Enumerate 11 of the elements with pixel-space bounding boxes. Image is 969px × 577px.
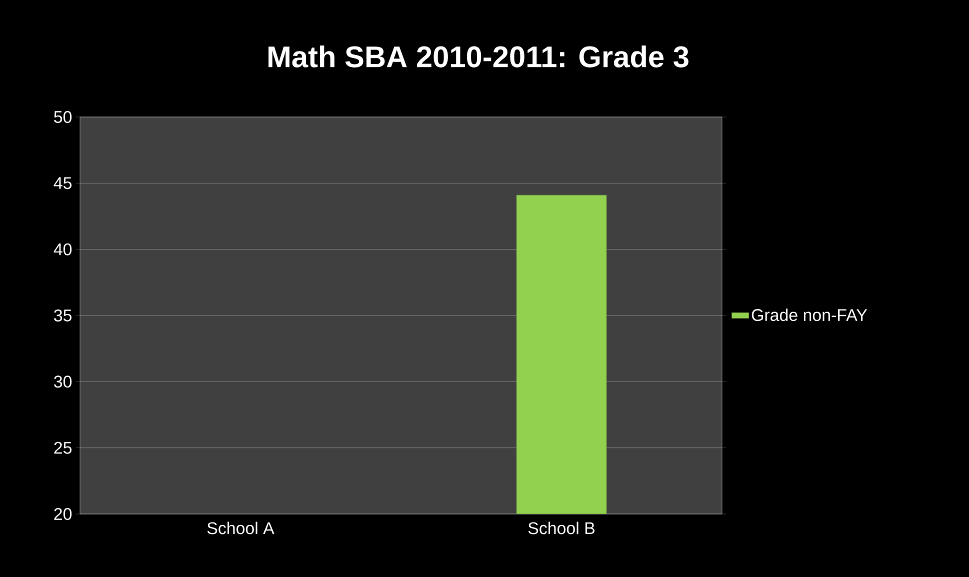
- legend-label: Grade non-FAY: [752, 308, 868, 322]
- y-tick-label: 45: [54, 177, 72, 190]
- x-tick-label: School A: [207, 522, 274, 534]
- y-tick-label: 40: [54, 243, 72, 256]
- chart-title: Math SBA 2010-2011: Grade 3: [268, 46, 688, 68]
- y-tick-label: 30: [54, 376, 72, 388]
- y-tick-label: 20: [54, 508, 72, 520]
- y-tick-label: 35: [54, 310, 72, 322]
- x-tick-label: School B: [528, 522, 594, 534]
- y-tick-label: 50: [54, 110, 72, 123]
- y-tick-label: 25: [54, 442, 72, 454]
